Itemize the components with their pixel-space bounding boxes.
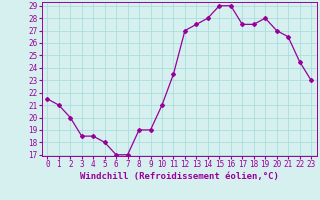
X-axis label: Windchill (Refroidissement éolien,°C): Windchill (Refroidissement éolien,°C)	[80, 172, 279, 181]
